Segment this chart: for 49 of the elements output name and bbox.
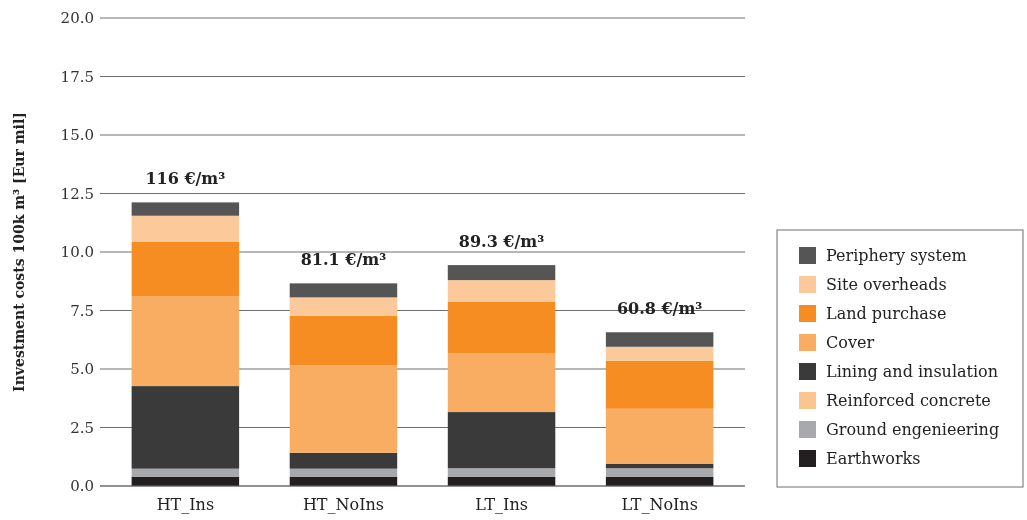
legend-label: Cover — [826, 333, 875, 352]
bar — [131, 202, 240, 216]
legend-label: Site overheads — [826, 275, 947, 294]
bar — [447, 353, 556, 413]
bar — [131, 468, 240, 477]
bar — [289, 315, 398, 366]
y-tick-label: 20.0 — [60, 9, 94, 27]
y-tick-label: 15.0 — [60, 126, 94, 144]
legend-label: Reinforced concrete — [826, 391, 991, 410]
x-tick-label: HT_Ins — [156, 495, 215, 514]
bar — [605, 360, 714, 409]
legend-label: Land purchase — [826, 304, 947, 323]
bar — [605, 464, 714, 469]
bar — [605, 332, 714, 347]
annotation: 81.1 €/m³ — [300, 250, 387, 270]
bar — [131, 386, 240, 469]
x-tick-label: LT_Ins — [475, 495, 528, 514]
bar — [289, 452, 398, 469]
bar — [289, 365, 398, 453]
annotation: 89.3 €/m³ — [458, 232, 545, 252]
y-tick-label: 2.5 — [70, 418, 94, 437]
y-tick-label: 7.5 — [70, 301, 94, 320]
y-axis-title: Investment costs 100k m³ [Eur mil] — [11, 112, 27, 392]
bar — [131, 241, 240, 296]
bar — [289, 468, 398, 477]
bar — [289, 283, 398, 298]
bar — [131, 295, 240, 387]
bar — [447, 265, 556, 281]
annotation: 116 €/m³ — [145, 169, 226, 189]
bar — [289, 297, 398, 316]
x-tick-label: LT_NoIns — [621, 495, 698, 514]
bar — [447, 468, 556, 477]
bar — [447, 280, 556, 302]
bar — [447, 412, 556, 469]
legend-label: Ground engenieering — [826, 420, 1000, 439]
x-tick-label: HT_NoIns — [302, 495, 384, 514]
bar — [131, 215, 240, 242]
y-tick-label: 17.5 — [60, 67, 94, 86]
bar — [605, 468, 714, 477]
bar — [605, 346, 714, 361]
y-tick-label: 0.0 — [70, 477, 94, 495]
y-tick-label: 12.5 — [60, 184, 94, 203]
y-tick-label: 5.0 — [70, 360, 94, 378]
bar — [605, 408, 714, 464]
legend-label: Lining and insulation — [826, 362, 999, 381]
legend-label: Earthworks — [826, 449, 921, 468]
y-tick-label: 10.0 — [60, 243, 94, 261]
legend-label: Periphery system — [826, 246, 967, 265]
bar — [447, 301, 556, 354]
